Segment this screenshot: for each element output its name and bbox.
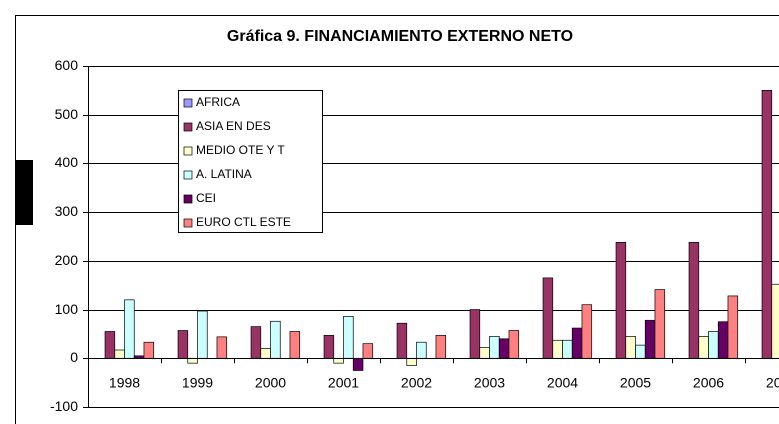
- bar: [654, 289, 666, 359]
- x-tick-label: 2004: [547, 375, 578, 391]
- bar: [187, 357, 198, 364]
- bar: [416, 341, 427, 359]
- legend-label: A. LATINA: [196, 167, 252, 181]
- x-tick-label: 1999: [182, 375, 213, 391]
- x-tick-label: 2006: [693, 375, 724, 391]
- bar: [406, 357, 417, 366]
- bar: [270, 320, 281, 359]
- bar: [761, 90, 773, 359]
- bar: [708, 331, 719, 359]
- x-tick-label: 1998: [109, 375, 140, 391]
- chart-frame: [15, 15, 779, 424]
- bar: [289, 331, 301, 359]
- legend-swatch: [183, 122, 193, 132]
- bar: [343, 316, 354, 359]
- bar: [177, 330, 189, 359]
- bar: [717, 321, 729, 359]
- y-tick-label: 500: [55, 106, 79, 122]
- bar: [435, 335, 447, 359]
- legend-box: [178, 90, 323, 233]
- x-tick-label: 2003: [474, 375, 505, 391]
- bar: [542, 277, 554, 359]
- redacted-axis-label: [15, 160, 33, 225]
- bar: [333, 357, 344, 364]
- bar: [498, 338, 510, 359]
- bar: [216, 336, 228, 359]
- bar: [508, 330, 520, 359]
- legend-swatch: [183, 170, 193, 180]
- x-tick-label: 2005: [620, 375, 651, 391]
- chart-title: Gráfica 9. FINANCIAMIENTO EXTERNO NETO: [227, 28, 573, 45]
- bar: [352, 357, 364, 371]
- y-tick-label: 300: [55, 203, 79, 219]
- legend-swatch: [183, 146, 193, 156]
- bar: [124, 299, 135, 359]
- y-tick-label: 400: [55, 154, 79, 170]
- bar: [581, 304, 593, 359]
- bar: [635, 344, 646, 359]
- bar: [571, 327, 583, 359]
- bar: [104, 331, 116, 359]
- legend-label: EURO CTL ESTE: [196, 215, 291, 229]
- legend-label: CEI: [196, 191, 216, 205]
- y-tick-label: 100: [55, 301, 79, 317]
- bar: [615, 241, 627, 359]
- bar: [133, 355, 145, 359]
- bar: [469, 309, 481, 359]
- bar: [562, 339, 573, 359]
- bar: [250, 326, 262, 359]
- y-tick-label: 200: [55, 252, 79, 268]
- x-tick-label: 2007: [766, 375, 779, 391]
- bar: [396, 322, 408, 359]
- legend-swatch: [183, 98, 193, 108]
- bar: [698, 336, 709, 359]
- bar: [489, 336, 500, 359]
- bar: [323, 335, 335, 359]
- bar: [479, 347, 490, 359]
- y-tick-label: 600: [55, 57, 79, 73]
- x-tick-label: 2000: [255, 375, 286, 391]
- legend-label: MEDIO OTE Y T: [196, 143, 285, 157]
- bar: [625, 336, 636, 359]
- legend-label: ASIA EN DES: [196, 119, 271, 133]
- bar: [688, 241, 700, 359]
- bar: [260, 348, 271, 359]
- bar: [644, 319, 656, 359]
- bar: [552, 339, 563, 359]
- legend-swatch: [183, 218, 193, 228]
- bar: [727, 295, 739, 359]
- legend-label: AFRICA: [196, 95, 240, 109]
- bar: [197, 310, 208, 359]
- bar: [114, 349, 125, 359]
- bar: [143, 341, 155, 359]
- y-tick-label: -100: [50, 398, 78, 414]
- x-tick-label: 2001: [328, 375, 359, 391]
- bar: [362, 343, 374, 359]
- bar: [771, 283, 779, 359]
- y-tick-label: 0: [70, 349, 78, 365]
- x-tick-label: 2002: [401, 375, 432, 391]
- legend-swatch: [183, 194, 193, 204]
